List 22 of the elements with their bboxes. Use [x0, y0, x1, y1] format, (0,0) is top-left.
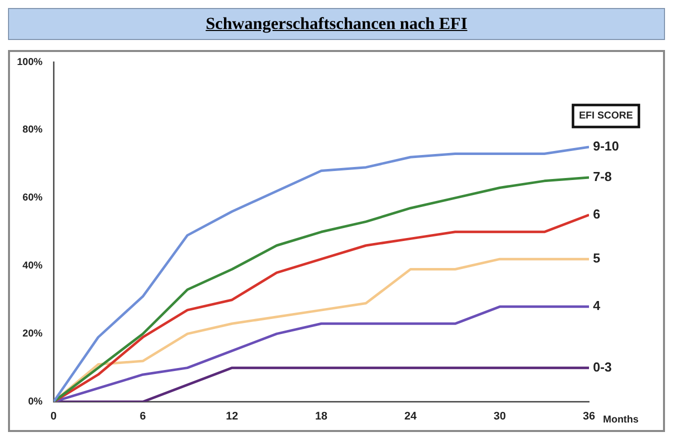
series-label: 0-3	[593, 359, 612, 374]
y-tick-label: 20%	[22, 328, 43, 340]
chart-title: Schwangerschaftschancen nach EFI	[8, 8, 665, 40]
series-label: 4	[593, 298, 601, 314]
y-tick-label: 60%	[22, 192, 43, 204]
series-label: 7-8	[593, 169, 612, 184]
x-tick-label: 12	[226, 410, 238, 422]
x-tick-label: 30	[494, 410, 506, 422]
x-tick-label: 18	[315, 410, 328, 422]
series-label: 6	[593, 206, 600, 222]
y-tick-label: 100%	[17, 56, 43, 68]
y-tick-label: 0%	[28, 396, 43, 408]
x-axis-title: Months	[603, 414, 639, 426]
y-tick-label: 80%	[22, 124, 43, 136]
x-tick-label: 0	[50, 410, 57, 422]
x-tick-label: 6	[140, 410, 146, 422]
x-tick-label: 36	[582, 410, 596, 422]
legend-title: EFI SCORE	[579, 110, 634, 122]
series-label: 5	[593, 250, 600, 266]
x-tick-label: 24	[404, 410, 418, 422]
y-tick-label: 40%	[22, 260, 43, 272]
series-label: 9-10	[593, 138, 620, 154]
